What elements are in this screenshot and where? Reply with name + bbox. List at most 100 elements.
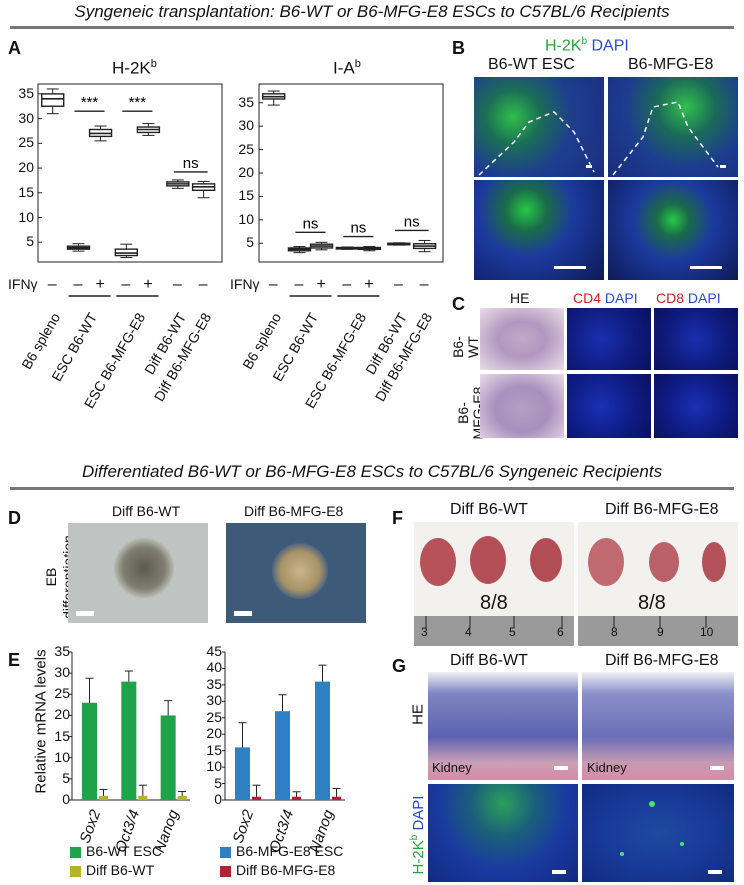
e-chart1-bar-2-0	[161, 701, 176, 800]
e-chart2-bar-2-1	[332, 788, 341, 800]
bar-body	[178, 796, 187, 800]
e-chart2-tick-label-7: 10	[196, 758, 222, 774]
c-wt-he-image	[480, 308, 564, 370]
e-chart2-tick-label-9: 0	[196, 791, 222, 807]
e-chart2-tick-label-6: 15	[196, 742, 222, 758]
ruler-8: 8	[611, 625, 618, 639]
f-wt-tumor-photo	[414, 522, 574, 646]
e-chart1-bar-2-1	[178, 792, 187, 800]
chart2-ifn-sign-5: –	[394, 276, 403, 294]
chart1-box-1	[67, 244, 89, 251]
chart2-ifn-sign-1: –	[294, 276, 303, 294]
e-chart2-bar-1-1	[292, 792, 301, 800]
e-chart2-tick-label-4: 25	[196, 709, 222, 725]
chart1-tick-label-2: 25	[8, 134, 34, 150]
c-wt-cd8-image	[654, 308, 738, 370]
chart1-ifn-sign-2: +	[96, 276, 105, 294]
panel-c-he-header: HE	[510, 290, 529, 306]
legend-mfge8-esc: B6-MFG-E8 ESC	[236, 843, 343, 859]
panel-d-col1: Diff B6-WT	[112, 503, 180, 519]
g-mfge8-kidney-label: Kidney	[587, 760, 627, 775]
e-chart1-tick-label-7: 0	[44, 791, 70, 807]
chart2-ifn-sign-2: +	[317, 276, 326, 294]
panel-label-d: D	[8, 508, 21, 529]
e-chart2-tick-label-2: 35	[196, 676, 222, 692]
d-wt-eb-image	[68, 523, 208, 623]
legend-swatch-mfge8-esc	[220, 847, 231, 858]
chart1-sig-label-0: ***	[81, 94, 99, 111]
chart2-ifn-sign-0: –	[269, 276, 278, 294]
panel-b-col1: B6-WT ESC	[488, 56, 575, 74]
chart2-tick-label-2: 25	[228, 141, 254, 157]
chart1-box-5	[167, 180, 189, 188]
chart1-ifn-sign-5: –	[173, 276, 182, 294]
panel-label-b: B	[452, 38, 465, 59]
e-chart2-bar-2-0	[315, 665, 330, 800]
bar-body	[99, 796, 108, 800]
chart2-tick-label-0: 35	[228, 94, 254, 110]
legend-swatch-diff-wt	[70, 866, 81, 877]
e-chart1-bar-0-0	[82, 678, 97, 800]
b-mfge8-fluorescence-image	[608, 77, 738, 177]
g-wt-kidney-label: Kidney	[432, 760, 472, 775]
chart1-sig-label-1: ***	[129, 94, 147, 111]
c-mfge8-cd8-image	[654, 374, 738, 438]
chart1-tick-label-4: 15	[8, 184, 34, 200]
chart1-sig-label-2: ns	[183, 155, 199, 172]
panel-g-marker-label: H-2Kb DAPI	[409, 785, 427, 885]
panel-d-col2: Diff B6-MFG-E8	[244, 503, 343, 519]
legend-diff-wt: Diff B6-WT	[86, 862, 154, 878]
f-mfge8-ratio: 8/8	[638, 592, 666, 615]
e-chart1-tick-label-3: 20	[44, 706, 70, 722]
bar-body	[161, 715, 176, 800]
chart2-box-3	[336, 247, 358, 249]
g-mfge8-fluorescence-image	[582, 784, 734, 882]
chart2-tick-label-4: 15	[228, 187, 254, 203]
bar-body	[252, 797, 261, 800]
legend-swatch-wt-esc	[70, 847, 81, 858]
ruler-6: 6	[557, 625, 564, 639]
chart1-box-4	[137, 124, 159, 136]
e-chart1-bar-1-0	[121, 671, 136, 800]
ruler-9: 9	[657, 625, 664, 639]
panel-label-g: G	[392, 656, 406, 677]
b-wt-fluorescence-image	[474, 77, 604, 177]
e-chart2-tick-label-8: 5	[196, 775, 222, 791]
f-wt-ratio: 8/8	[480, 592, 508, 615]
e-chart2-tick-label-1: 40	[196, 659, 222, 675]
chart1-box-6	[193, 181, 215, 197]
e-chart2-bar-0-0	[235, 723, 250, 800]
bar-body	[275, 711, 290, 800]
bar-body	[332, 797, 341, 800]
e-chart2-bar-0-1	[252, 785, 261, 800]
chart2-box-2	[311, 242, 333, 249]
chart2-tick-label-1: 30	[228, 117, 254, 133]
c-mfge8-he-image	[480, 374, 564, 438]
panel-c-row1-label: B6- WT	[451, 317, 481, 377]
chart1-tick-label-6: 5	[8, 233, 34, 249]
panel-label-c: C	[452, 294, 465, 315]
bar-body	[292, 797, 301, 800]
ifn-label-2: IFNγ	[230, 276, 260, 292]
ruler-4: 4	[465, 625, 472, 639]
chart2-tick-label-3: 20	[228, 164, 254, 180]
chart1-box-2	[90, 126, 112, 141]
chart2-box-1	[288, 247, 310, 253]
c-wt-cd4-image	[567, 308, 651, 370]
ruler-10: 10	[700, 625, 713, 639]
e-chart2-tick-label-0: 45	[196, 643, 222, 659]
chart1-ifn-sign-3: –	[121, 276, 130, 294]
panel-g-col2: Diff B6-MFG-E8	[605, 652, 719, 670]
legend-diff-mfge8: Diff B6-MFG-E8	[236, 862, 335, 878]
chart2-sig-label-2: ns	[404, 213, 420, 230]
panel-b-col2: B6-MFG-E8	[628, 56, 713, 74]
ruler-3: 3	[421, 625, 428, 639]
legend-swatch-diff-mfge8	[220, 866, 231, 877]
e-chart1-bar-1-1	[138, 785, 147, 800]
middle-divider	[10, 487, 734, 490]
ruler-5: 5	[509, 625, 516, 639]
e-chart1-bar-0-1	[99, 789, 108, 800]
g-wt-fluorescence-image	[428, 784, 578, 882]
chart2-ifn-sign-4: +	[364, 276, 373, 294]
panel-b-header: H-2Kb DAPI	[545, 36, 629, 55]
